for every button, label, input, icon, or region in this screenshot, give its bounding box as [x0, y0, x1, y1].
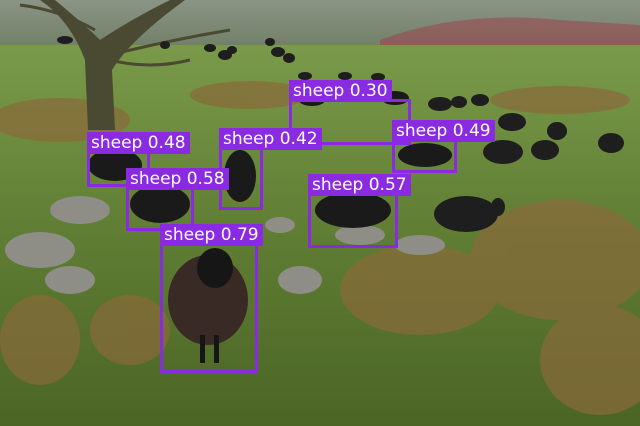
detection-label: sheep 0.58	[126, 168, 229, 190]
detection-label: sheep 0.30	[289, 80, 392, 102]
detection-box: sheep 0.57	[308, 174, 411, 248]
detection-label: sheep 0.57	[308, 174, 411, 196]
detection-box: sheep 0.49	[392, 120, 495, 173]
detection-label: sheep 0.48	[87, 132, 190, 154]
detection-box: sheep 0.58	[126, 168, 229, 231]
detection-label: sheep 0.49	[392, 120, 495, 142]
detection-label: sheep 0.79	[160, 224, 263, 246]
detection-box: sheep 0.48	[87, 132, 190, 187]
detection-box: sheep 0.79	[160, 224, 263, 373]
detection-label: sheep 0.42	[219, 128, 322, 150]
